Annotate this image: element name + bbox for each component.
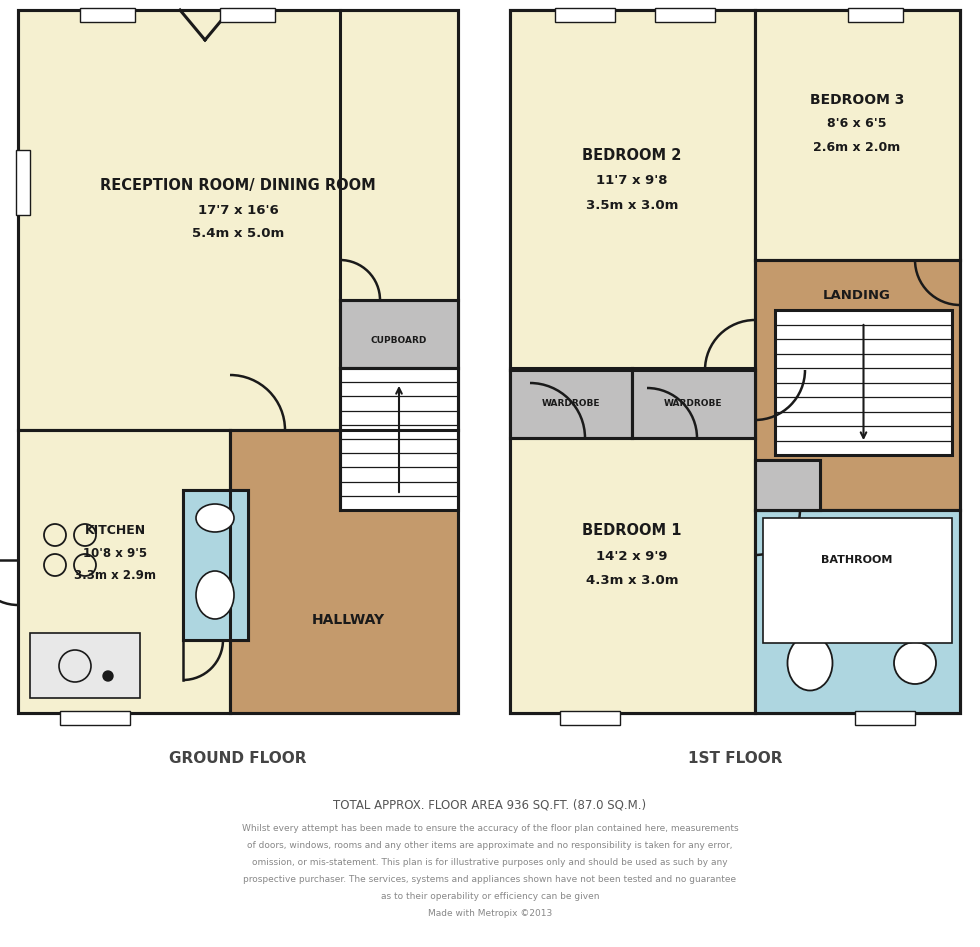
- Bar: [510, 370, 755, 713]
- Bar: [183, 490, 248, 640]
- Bar: [755, 460, 820, 510]
- Text: Whilst every attempt has been made to ensure the accuracy of the floor plan cont: Whilst every attempt has been made to en…: [242, 824, 738, 832]
- Ellipse shape: [788, 635, 832, 690]
- Bar: [510, 368, 632, 438]
- Text: KITCHEN: KITCHEN: [84, 524, 146, 537]
- Bar: [855, 711, 915, 725]
- Bar: [30, 633, 140, 698]
- Bar: [510, 10, 960, 713]
- Bar: [510, 10, 960, 713]
- Text: CUPBOARD: CUPBOARD: [370, 335, 427, 345]
- Circle shape: [103, 671, 113, 681]
- Bar: [755, 510, 960, 713]
- Text: 2.6m x 2.0m: 2.6m x 2.0m: [813, 140, 901, 153]
- Bar: [60, 711, 130, 725]
- Bar: [560, 711, 620, 725]
- Text: TOTAL APPROX. FLOOR AREA 936 SQ.FT. (87.0 SQ.M.): TOTAL APPROX. FLOOR AREA 936 SQ.FT. (87.…: [333, 798, 647, 812]
- Bar: [183, 490, 248, 640]
- Text: WARDROBE: WARDROBE: [663, 399, 722, 407]
- Text: BATHROOM: BATHROOM: [821, 555, 893, 565]
- Ellipse shape: [196, 571, 234, 619]
- Text: as to their operability or efficiency can be given: as to their operability or efficiency ca…: [381, 891, 599, 901]
- Text: LANDING: LANDING: [823, 289, 891, 301]
- Bar: [755, 460, 820, 510]
- Bar: [755, 10, 960, 260]
- Text: 5.4m x 5.0m: 5.4m x 5.0m: [192, 226, 284, 240]
- Text: 17'7 x 16'6: 17'7 x 16'6: [198, 204, 278, 217]
- Bar: [555, 8, 615, 22]
- Text: HALLWAY: HALLWAY: [312, 613, 384, 627]
- Text: of doors, windows, rooms and any other items are approximate and no responsibili: of doors, windows, rooms and any other i…: [247, 841, 733, 849]
- Bar: [755, 260, 960, 510]
- Text: RECEPTION ROOM/ DINING ROOM: RECEPTION ROOM/ DINING ROOM: [100, 177, 376, 192]
- Text: 8'6 x 6'5: 8'6 x 6'5: [827, 116, 887, 130]
- Bar: [18, 10, 458, 713]
- Bar: [18, 10, 458, 430]
- Text: 14'2 x 9'9: 14'2 x 9'9: [596, 549, 667, 563]
- Bar: [16, 150, 30, 215]
- Text: prospective purchaser. The services, systems and appliances shown have not been : prospective purchaser. The services, sys…: [243, 874, 737, 884]
- Bar: [80, 8, 135, 22]
- Bar: [632, 368, 755, 438]
- Text: GROUND FLOOR: GROUND FLOOR: [170, 751, 307, 765]
- Text: 4.3m x 3.0m: 4.3m x 3.0m: [586, 574, 678, 586]
- Bar: [340, 368, 458, 510]
- Bar: [18, 430, 230, 713]
- Text: BEDROOM 2: BEDROOM 2: [582, 148, 682, 163]
- Bar: [510, 10, 755, 370]
- Bar: [763, 518, 952, 643]
- Bar: [340, 300, 458, 368]
- Text: 1ST FLOOR: 1ST FLOOR: [688, 751, 782, 765]
- Bar: [848, 8, 903, 22]
- Text: BEDROOM 3: BEDROOM 3: [809, 93, 905, 107]
- Bar: [220, 8, 275, 22]
- Text: 10'8 x 9'5: 10'8 x 9'5: [83, 546, 147, 560]
- Ellipse shape: [894, 642, 936, 684]
- Text: BEDROOM 1: BEDROOM 1: [582, 523, 682, 538]
- Bar: [230, 430, 458, 713]
- Ellipse shape: [196, 504, 234, 532]
- Text: Made with Metropix ©2013: Made with Metropix ©2013: [428, 908, 552, 918]
- Text: 3.3m x 2.9m: 3.3m x 2.9m: [74, 568, 156, 581]
- Text: 11'7 x 9'8: 11'7 x 9'8: [596, 173, 667, 187]
- Bar: [655, 8, 715, 22]
- Text: 3.5m x 3.0m: 3.5m x 3.0m: [586, 199, 678, 211]
- Text: WARDROBE: WARDROBE: [542, 399, 600, 407]
- Text: omission, or mis-statement. This plan is for illustrative purposes only and shou: omission, or mis-statement. This plan is…: [252, 857, 728, 867]
- Bar: [775, 310, 952, 455]
